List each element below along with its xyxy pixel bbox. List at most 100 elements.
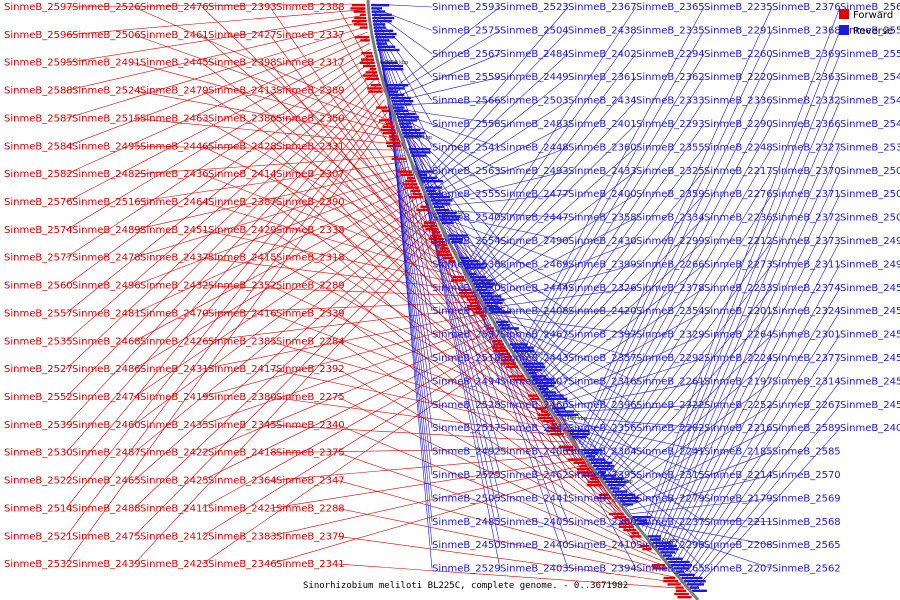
gene-label: SinmeB_2428 — [208, 141, 277, 152]
leader-line — [133, 6, 393, 123]
gene-label: SinmeB_2432 — [140, 281, 209, 292]
reverse-gene-glyph — [389, 93, 405, 96]
gene-label: SinmeB_2525 — [432, 470, 501, 481]
leader-line — [269, 453, 578, 481]
leader-line — [133, 90, 399, 140]
gene-label: SinmeB_2485 — [432, 517, 501, 528]
gene-label: SinmeB_2327 — [772, 142, 841, 153]
reverse-gene-glyph — [429, 196, 450, 199]
leader-line — [459, 255, 569, 522]
forward-gene-glyph — [460, 295, 475, 298]
gene-label: SinmeB_2412 — [140, 531, 209, 542]
reverse-gene-glyph — [471, 279, 493, 282]
leader-line — [201, 324, 492, 426]
leader-line — [482, 217, 637, 298]
leader-line — [201, 307, 482, 342]
gene-label: SinmeB_2422 — [140, 448, 209, 459]
gene-label: SinmeB_2441 — [500, 493, 569, 504]
leader-line — [337, 341, 648, 544]
forward-gene-glyph — [667, 583, 681, 586]
forward-gene-glyph — [608, 512, 624, 516]
forward-gene-glyph — [492, 340, 502, 343]
gene-label: SinmeB_2366 — [772, 119, 841, 130]
reverse-gene-glyph — [673, 567, 690, 570]
leader-line — [549, 334, 705, 403]
gene-label: SinmeB_2427 — [208, 30, 277, 41]
forward-gene-glyph — [359, 26, 368, 29]
reverse-gene-glyph — [593, 464, 615, 468]
gene-label: SinmeB_2482 — [72, 169, 141, 180]
leader-line — [647, 53, 841, 535]
gene-label: SinmeB_2405 — [500, 517, 569, 528]
gene-label: SinmeB_2529 — [432, 564, 501, 575]
leader-line — [588, 123, 773, 458]
forward-gene-glyph — [432, 231, 441, 234]
gene-label: SinmeB_2554 — [432, 236, 501, 247]
reverse-gene-glyph — [692, 589, 707, 592]
leader-line — [642, 6, 841, 528]
forward-gene-glyph — [499, 352, 510, 356]
leader-line — [373, 21, 433, 125]
gene-label: SinmeB_2386 — [208, 113, 277, 124]
gene-label: SinmeB_2336 — [704, 96, 773, 107]
reverse-gene-glyph — [602, 477, 624, 480]
leader-line — [544, 287, 705, 396]
leader-line — [201, 352, 509, 565]
gene-label: SinmeB_2453 — [840, 353, 900, 364]
reverse-gene-glyph — [605, 480, 627, 484]
reverse-gene-glyph — [526, 368, 543, 372]
gene-label: SinmeB_2543 — [840, 119, 900, 130]
reverse-gene-glyph — [427, 192, 443, 196]
gene-label: SinmeB_2201 — [704, 306, 773, 317]
forward-gene-glyph — [470, 301, 479, 304]
leader-line — [65, 54, 373, 258]
gene-label: SinmeB_2462 — [500, 470, 569, 481]
gene-label: SinmeB_2352 — [208, 281, 277, 292]
gene-label: SinmeB_2514 — [4, 503, 73, 514]
reverse-gene-glyph — [607, 484, 625, 487]
leader-line — [201, 301, 478, 314]
leader-line — [269, 447, 574, 453]
forward-gene-glyph — [382, 132, 397, 135]
gene-label: SinmeB_2326 — [568, 283, 637, 294]
forward-gene-glyph — [618, 525, 634, 528]
gene-label: SinmeB_2338 — [276, 225, 345, 236]
forward-gene-glyph — [550, 432, 564, 436]
gene-label: SinmeB_2316 — [568, 376, 637, 387]
gene-label: SinmeB_2335 — [636, 25, 705, 36]
leader-line — [431, 147, 569, 200]
gene-label: SinmeB_2398 — [208, 58, 277, 69]
tick-label: 2400 kbp — [564, 416, 588, 422]
leader-line — [398, 118, 501, 195]
forward-gene-glyph — [383, 125, 395, 128]
reverse-gene-glyph — [375, 39, 390, 42]
leader-line — [679, 311, 841, 574]
gene-label: SinmeB_2273 — [704, 259, 773, 270]
forward-gene-glyph — [640, 544, 650, 548]
gene-label: SinmeB_2236 — [704, 213, 773, 224]
forward-gene-glyph — [350, 7, 366, 10]
forward-gene-glyph — [353, 23, 368, 26]
forward-gene-glyph — [467, 308, 483, 311]
gene-label: SinmeB_2493 — [500, 166, 569, 177]
gene-label: SinmeB_2334 — [636, 213, 705, 224]
gene-label: SinmeB_2289 — [276, 281, 345, 292]
reverse-gene-glyph — [422, 180, 444, 183]
reverse-gene-glyph — [597, 471, 606, 474]
leader-line — [476, 147, 637, 288]
gene-label: SinmeB_2224 — [704, 353, 773, 364]
gene-label: SinmeB_2429 — [208, 225, 277, 236]
leader-line — [535, 193, 705, 382]
forward-gene-glyph — [376, 106, 388, 109]
leader-line — [428, 100, 569, 193]
gene-label: SinmeB_2408 — [500, 306, 569, 317]
gene-label: SinmeB_2418 — [208, 448, 277, 459]
forward-gene-glyph — [587, 480, 600, 484]
gene-label: SinmeB_2498 — [840, 236, 900, 247]
gene-label: SinmeB_2379 — [276, 531, 345, 542]
gene-label: SinmeB_2557 — [4, 308, 73, 319]
forward-gene-glyph — [642, 548, 652, 551]
reverse-gene-glyph — [499, 327, 519, 330]
forward-gene-glyph — [363, 74, 378, 77]
gene-label: SinmeB_2589 — [772, 423, 841, 434]
